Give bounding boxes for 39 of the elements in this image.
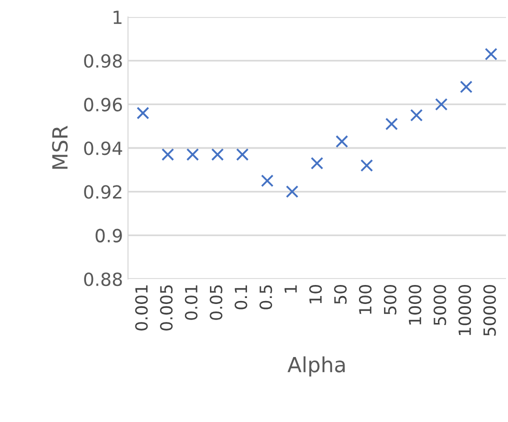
- y-tick-label: 0.88: [84, 272, 122, 286]
- point: [484, 48, 498, 60]
- point: [410, 108, 423, 122]
- point: [460, 80, 472, 94]
- point: [211, 148, 224, 161]
- y-tick-label: 0.94: [84, 141, 122, 156]
- point: [260, 174, 274, 188]
- x-tick-label: 0.5: [259, 285, 272, 310]
- y-tick-label: 0.92: [84, 185, 122, 199]
- x-tick-label: 0.01: [184, 285, 198, 320]
- y-axis-title: MSR: [52, 126, 68, 169]
- x-tick-label: 1: [284, 285, 297, 293]
- x-tick-label: 0.001: [135, 285, 148, 330]
- point: [286, 185, 298, 198]
- y-tick-label: 0.96: [84, 98, 122, 112]
- y-tick-label: 1: [114, 10, 122, 24]
- x-tick-label: 0.05: [210, 285, 222, 320]
- x-tick-label: 500: [384, 284, 396, 314]
- x-tick-label: 0.005: [160, 285, 173, 330]
- point: [186, 148, 199, 161]
- point: [310, 157, 324, 170]
- x-tick-label: 1000: [408, 284, 422, 324]
- x-tick-label: 100: [358, 284, 372, 314]
- x-tick-label: 10000: [458, 284, 472, 336]
- point: [136, 106, 150, 120]
- x-tick-label: 50: [334, 284, 347, 304]
- x-tick-label: 5000: [434, 284, 446, 325]
- y-tick-label: 0.98: [84, 54, 122, 68]
- point: [336, 135, 348, 148]
- point: [435, 98, 448, 111]
- x-axis-title: Alpha: [288, 356, 345, 376]
- x-tick-label: 0.1: [234, 285, 248, 310]
- x-tick-label: 10: [309, 284, 322, 304]
- point: [236, 148, 249, 161]
- point: [360, 159, 374, 172]
- point: [385, 118, 398, 130]
- y-tick-label: 0.9: [96, 228, 122, 242]
- point: [162, 148, 174, 161]
- x-tick-label: 50000: [483, 284, 496, 336]
